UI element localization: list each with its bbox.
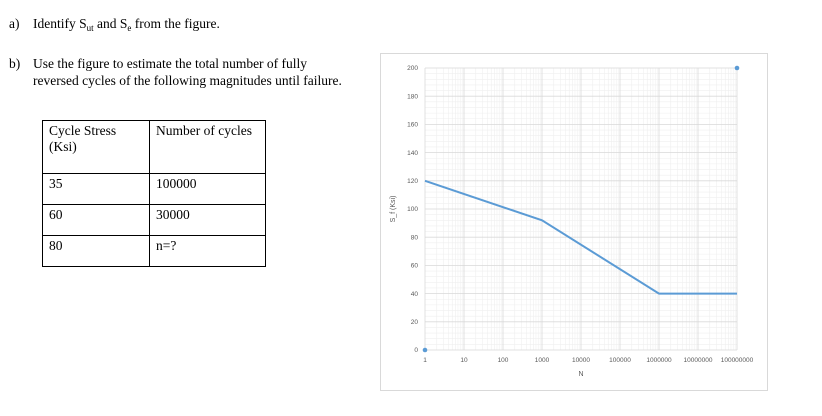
series-line [424,179,737,295]
x-tick-label: 1 [423,357,427,364]
y-tick-label: 160 [407,122,418,129]
question-a-text-end: from the figure. [131,16,220,31]
x-tick-label: 100 [498,357,509,364]
cell-cycles: n=? [149,235,266,267]
y-tick-label: 20 [411,319,419,326]
question-a: a) Identify Sut and Se from the figure. [9,15,349,33]
cell-stress: 80 [42,235,150,267]
y-tick-label: 80 [411,234,419,241]
header-cycle-stress: Cycle Stress (Ksi) [42,120,150,174]
x-tick-label: 1000000 [646,357,672,364]
question-a-text-start: Identify S [33,16,87,31]
x-tick-label: 100000 [609,357,631,364]
x-tick-label: 10000 [572,357,590,364]
y-tick-label: 0 [414,347,418,354]
question-a-label: a) [9,16,20,31]
y-tick-label: 120 [407,178,418,185]
question-b-label: b) [9,56,21,71]
cell-stress: 60 [42,204,150,236]
x-tick-label: 10 [460,357,468,364]
y-tick-label: 100 [407,206,418,213]
subscript-ut: ut [86,23,94,33]
cell-stress: 35 [42,173,150,205]
x-axis-title: N [578,371,583,378]
y-tick-label: 40 [411,291,419,298]
chart-series [422,65,740,353]
y-tick-label: 180 [407,93,418,100]
x-tick-label: 10000000 [684,357,713,364]
sn-chart-svg: 0 20 40 60 80 100 120 140 160 180 200 1 10 100 1000 100… [390,65,754,378]
table-row: 35 100000 [42,173,266,205]
y-tick-label: 140 [407,150,418,157]
table-header-row: Cycle Stress (Ksi) Number of cycles [42,120,266,174]
header-number-of-cycles: Number of cycles [149,120,266,174]
question-b: b) Use the figure to estimate the total … [9,55,349,115]
cell-cycles: 100000 [149,173,266,205]
cell-cycles: 30000 [149,204,266,236]
x-tick-label: 100000000 [721,357,754,364]
question-a-text: Identify Sut and Se from the figure. [33,15,220,34]
table-row: 60 30000 [42,204,266,236]
subscript-e: e [127,23,132,33]
question-b-text: Use the figure to estimate the total num… [33,56,342,88]
y-tick-label: 200 [407,65,418,72]
question-a-text-mid: and S [93,16,128,31]
sn-chart: 0 20 40 60 80 100 120 140 160 180 200 1 10 100 1000 100… [380,53,768,391]
chart-grid [424,67,738,351]
chart-axes: 0 20 40 60 80 100 120 140 160 180 200 1 10 100 1000 100… [407,65,754,364]
x-tick-label: 1000 [535,357,550,364]
data-point [422,347,428,353]
data-point [734,65,740,71]
table-row: 80 n=? [42,235,266,267]
y-axis-title: S_f (Ksi) [390,196,397,223]
cycle-table: Cycle Stress (Ksi) Number of cycles 35 1… [42,120,266,267]
y-tick-label: 60 [411,263,419,270]
